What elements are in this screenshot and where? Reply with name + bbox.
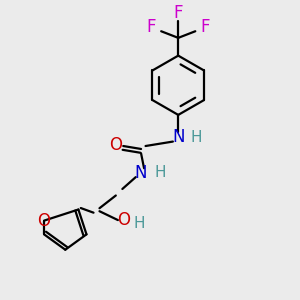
Text: H: H: [190, 130, 202, 145]
Text: H: H: [134, 216, 145, 231]
Text: O: O: [117, 211, 130, 229]
Text: F: F: [173, 4, 183, 22]
Text: F: F: [200, 19, 210, 37]
Text: N: N: [172, 128, 184, 146]
Text: N: N: [135, 164, 147, 182]
Text: O: O: [38, 212, 51, 230]
Text: O: O: [109, 136, 122, 154]
Text: F: F: [147, 19, 156, 37]
Text: H: H: [155, 165, 166, 180]
